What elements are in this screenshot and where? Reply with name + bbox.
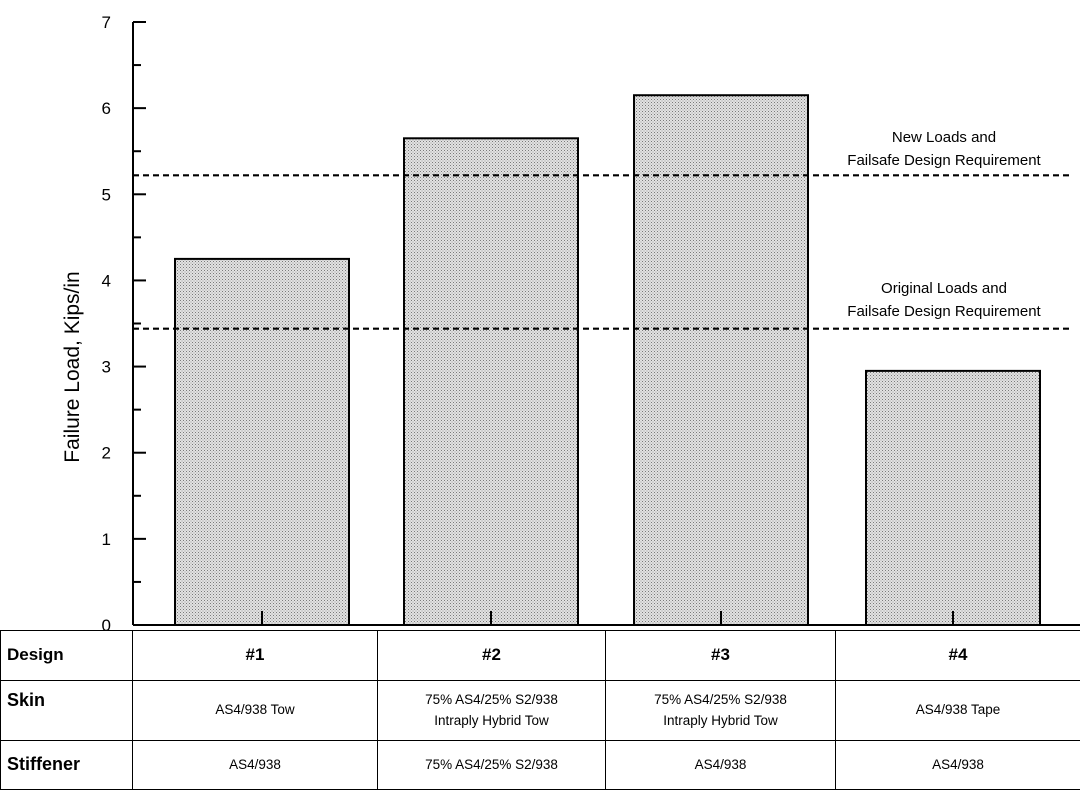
design-cell-3: #3 [606,631,836,681]
skin-cell-3-line1: 75% AS4/25% S2/938 [654,692,787,707]
skin-cell-3: 75% AS4/25% S2/938 Intraply Hybrid Tow [606,681,836,741]
bar-3 [634,95,808,625]
bar-1 [175,259,349,625]
original-loads-label-line1: Original Loads and [881,280,1007,297]
skin-row: Skin AS4/938 Tow 75% AS4/25% S2/938 Intra… [1,681,1080,741]
y-tick-label: 6 [102,99,111,118]
design-row: Design #1 #2 #3 #4 [1,631,1080,681]
stiffener-cell-1: AS4/938 [133,741,378,790]
y-tick-label: 2 [102,444,111,463]
design-cell-2: #2 [378,631,606,681]
skin-header: Skin [1,681,133,741]
skin-cell-3-line2: Intraply Hybrid Tow [663,713,778,728]
skin-cell-4-line1: AS4/938 Tape [916,702,1001,717]
design-header: Design [1,631,133,681]
y-tick-label: 3 [102,358,111,377]
new-loads-label-line1: New Loads and [892,129,996,146]
stiffener-cell-4: AS4/938 [836,741,1080,790]
skin-cell-2-line1: 75% AS4/25% S2/938 [425,692,558,707]
y-tick-label: 5 [102,185,111,204]
design-cell-1: #1 [133,631,378,681]
original-loads-label-line2: Failsafe Design Requirement [847,303,1041,320]
design-table: Design #1 #2 #3 #4 Skin AS4/938 Tow 75% … [0,630,1080,790]
skin-cell-4: AS4/938 Tape [836,681,1080,741]
y-tick-label: 4 [102,271,111,290]
stiffener-row: Stiffener AS4/938 75% AS4/25% S2/938 AS4… [1,741,1080,790]
skin-cell-2: 75% AS4/25% S2/938 Intraply Hybrid Tow [378,681,606,741]
new-loads-label-line2: Failsafe Design Requirement [847,152,1041,169]
stiffener-header: Stiffener [1,741,133,790]
failure-load-bar-chart: 0 1 2 3 4 5 6 7 Failure Load, Kips/in New Loads… [0,0,1080,630]
skin-cell-1: AS4/938 Tow [133,681,378,741]
stiffener-cell-3: AS4/938 [606,741,836,790]
design-cell-4: #4 [836,631,1080,681]
skin-cell-1-line1: AS4/938 Tow [215,702,294,717]
bar-2 [404,138,578,625]
bar-4 [866,371,1040,625]
skin-cell-2-line2: Intraply Hybrid Tow [434,713,549,728]
stiffener-cell-2: 75% AS4/25% S2/938 [378,741,606,790]
y-axis-label: Failure Load, Kips/in [61,271,84,462]
y-tick-label: 1 [102,530,111,549]
y-tick-label: 7 [102,13,111,32]
y-tick-label: 0 [102,616,111,630]
